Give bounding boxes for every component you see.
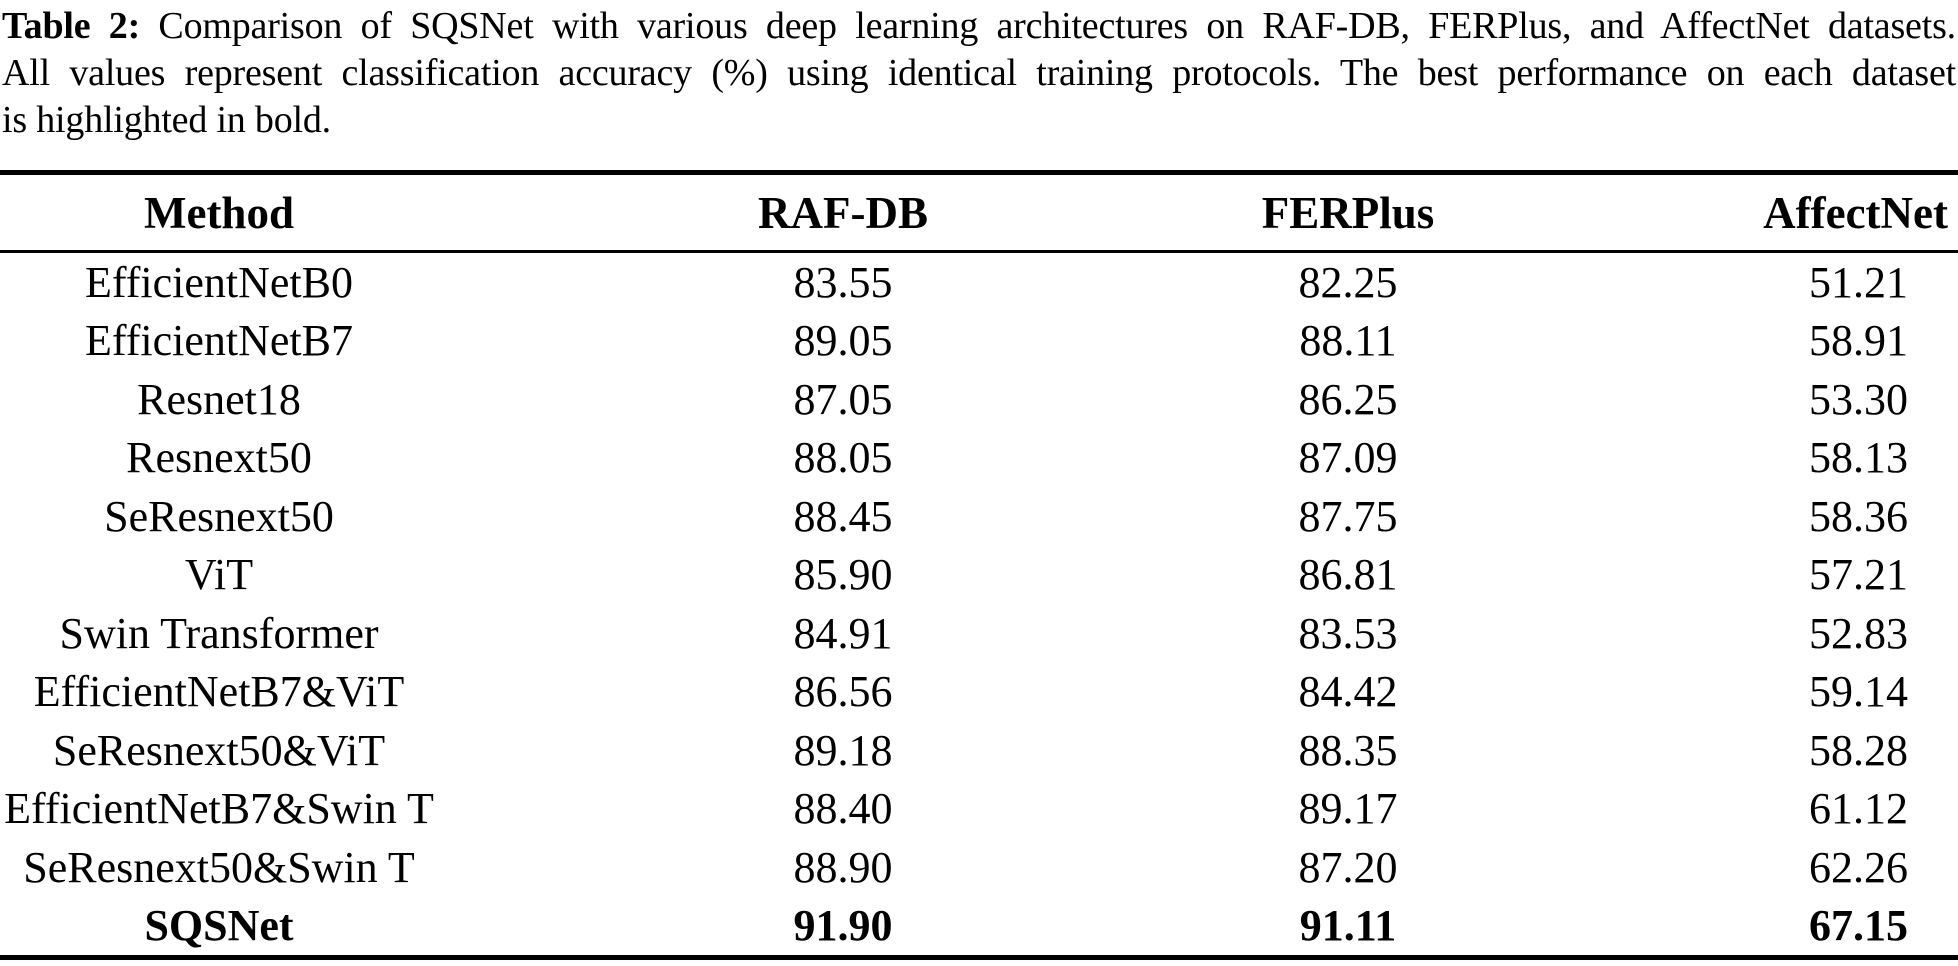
rafdb-value-cell: 88.90 — [793, 842, 893, 892]
ferplus-value-cell: 84.42 — [1298, 667, 1398, 717]
table-row: Resnext50 88.05 87.09 58.13 — [0, 429, 1958, 488]
table-row: EfficientNetB7&ViT 86.56 84.42 59.14 — [0, 663, 1958, 722]
rafdb-value-cell: 87.05 — [793, 374, 893, 424]
method-cell: EfficientNetB7&Swin T — [4, 784, 434, 834]
method-cell: ViT — [184, 550, 254, 600]
method-cell: Resnext50 — [126, 433, 312, 483]
rafdb-value-cell: 88.45 — [793, 491, 893, 541]
table-row: ViT 85.90 86.81 57.21 — [0, 546, 1958, 605]
affectnet-value-cell: 52.83 — [1809, 608, 1908, 658]
ferplus-value-cell: 86.25 — [1298, 374, 1398, 424]
ferplus-value-cell: 86.81 — [1298, 550, 1398, 600]
method-cell: SQSNet — [144, 901, 294, 951]
table-row: SeResnext50&ViT 89.18 88.35 58.28 — [0, 721, 1958, 780]
table-caption: Table 2: Comparison of SQSNet with vario… — [0, 0, 1958, 144]
caption-line-2: All values represent classification accu… — [2, 52, 1956, 94]
rafdb-value-cell: 88.05 — [793, 433, 893, 483]
affectnet-value-cell: 62.26 — [1809, 842, 1908, 892]
affectnet-value-cell: 58.36 — [1809, 491, 1908, 541]
rafdb-value-cell: 89.05 — [793, 316, 893, 366]
caption-line-1: Table 2: Comparison of SQSNet with vario… — [2, 3, 1956, 50]
rafdb-value-cell: 88.40 — [793, 784, 893, 834]
table-row: SeResnext50 88.45 87.75 58.36 — [0, 487, 1958, 546]
method-cell: Resnet18 — [137, 374, 301, 424]
results-table: Method RAF-DB FERPlus AffectNet Efficien… — [0, 170, 1958, 960]
ferplus-value-cell: 88.35 — [1298, 725, 1398, 775]
column-header-rafdb: RAF-DB — [438, 172, 1248, 253]
caption-label: Table 2: — [2, 5, 141, 47]
method-cell: EfficientNetB7&ViT — [33, 667, 405, 717]
rafdb-value-cell: 89.18 — [793, 725, 893, 775]
method-cell: SeResnext50 — [104, 491, 334, 541]
table-body: EfficientNetB0 83.55 82.25 51.21 Efficie… — [0, 252, 1958, 958]
ferplus-value-cell: 88.11 — [1299, 316, 1397, 366]
ferplus-value-cell: 87.09 — [1298, 433, 1398, 483]
table-row: Swin Transformer 84.91 83.53 52.83 — [0, 604, 1958, 663]
ferplus-value-cell: 83.53 — [1298, 608, 1398, 658]
caption-text-1: Comparison of SQSNet with various deep l… — [158, 5, 1956, 47]
affectnet-value-cell: 58.13 — [1809, 433, 1908, 483]
table-row: EfficientNetB7 89.05 88.11 58.91 — [0, 312, 1958, 371]
table-row: EfficientNetB0 83.55 82.25 51.21 — [0, 252, 1958, 312]
ferplus-value-cell: 91.11 — [1299, 901, 1397, 951]
table-row: SeResnext50&Swin T 88.90 87.20 62.26 — [0, 838, 1958, 897]
ferplus-value-cell: 87.20 — [1298, 842, 1398, 892]
table-row: SQSNet 91.90 91.11 67.15 — [0, 897, 1958, 958]
caption-line-3: is highlighted in bold. — [2, 99, 331, 141]
affectnet-value-cell: 58.28 — [1809, 725, 1908, 775]
rafdb-value-cell: 84.91 — [793, 608, 893, 658]
affectnet-value-cell: 58.91 — [1809, 316, 1908, 366]
rafdb-value-cell: 85.90 — [793, 550, 893, 600]
method-cell: Swin Transformer — [59, 608, 379, 658]
method-cell: SeResnext50&ViT — [52, 725, 386, 775]
table-row: EfficientNetB7&Swin T 88.40 89.17 61.12 — [0, 780, 1958, 839]
column-header-method: Method — [0, 172, 438, 253]
method-cell: EfficientNetB0 — [85, 257, 353, 307]
rafdb-value-cell: 91.90 — [793, 901, 893, 951]
table-header: Method RAF-DB FERPlus AffectNet — [0, 172, 1958, 253]
header-row: Method RAF-DB FERPlus AffectNet — [0, 172, 1958, 253]
rafdb-value-cell: 86.56 — [793, 667, 893, 717]
method-cell: SeResnext50&Swin T — [23, 842, 415, 892]
column-header-affectnet: AffectNet — [1448, 172, 1958, 253]
ferplus-value-cell: 82.25 — [1298, 257, 1398, 307]
affectnet-value-cell: 53.30 — [1809, 374, 1908, 424]
affectnet-value-cell: 67.15 — [1809, 901, 1908, 951]
ferplus-value-cell: 89.17 — [1298, 784, 1398, 834]
affectnet-value-cell: 59.14 — [1809, 667, 1908, 717]
affectnet-value-cell: 57.21 — [1809, 550, 1908, 600]
ferplus-value-cell: 87.75 — [1298, 491, 1398, 541]
table-row: Resnet18 87.05 86.25 53.30 — [0, 370, 1958, 429]
affectnet-value-cell: 61.12 — [1809, 784, 1908, 834]
column-header-ferplus: FERPlus — [1248, 172, 1448, 253]
rafdb-value-cell: 83.55 — [793, 257, 893, 307]
affectnet-value-cell: 51.21 — [1809, 257, 1908, 307]
method-cell: EfficientNetB7 — [85, 316, 353, 366]
